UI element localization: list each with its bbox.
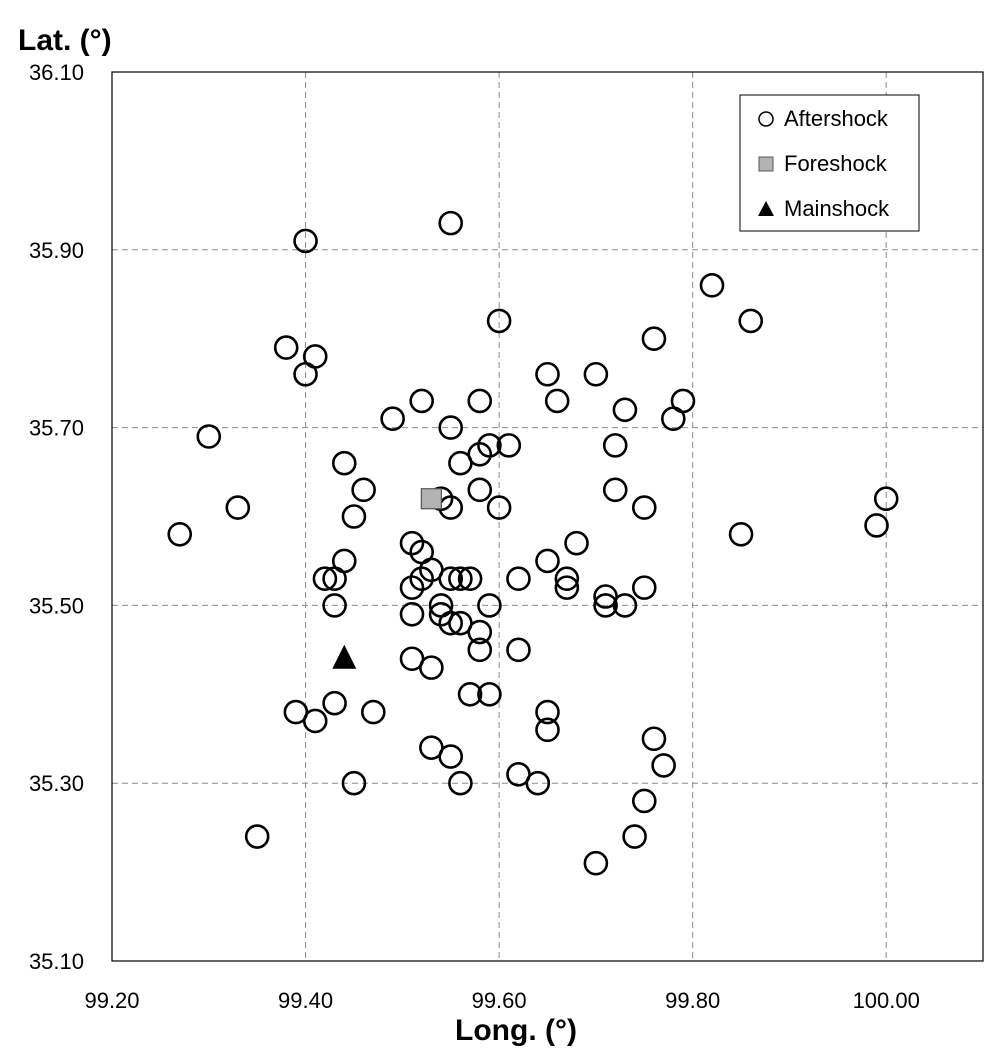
aftershock-point <box>448 566 473 592</box>
aftershock-point <box>351 477 376 503</box>
aftershock-point <box>496 433 522 458</box>
aftershock-point <box>873 486 899 512</box>
aftershock-point <box>564 530 589 556</box>
legend: Aftershock Foreshock Mainshock <box>739 94 920 232</box>
aftershock-point <box>167 521 193 547</box>
y-tick-label: 35.70 <box>29 416 84 441</box>
aftershock-point <box>583 850 609 876</box>
aftershock-point <box>699 273 725 298</box>
aftershock-point <box>399 601 425 627</box>
aftershock-point <box>612 593 638 618</box>
aftershock-point <box>738 308 764 334</box>
aftershock-point <box>477 593 502 618</box>
x-axis-ticks: 99.20 99.40 99.60 99.80 100.00 <box>84 988 919 1013</box>
data-points <box>167 210 899 876</box>
aftershock-point <box>467 619 493 645</box>
x-tick-label: 100.00 <box>853 988 920 1013</box>
legend-marker-aftershock <box>758 111 774 127</box>
y-tick-label: 35.10 <box>29 949 84 974</box>
aftershock-point <box>293 228 318 254</box>
aftershock-point <box>419 655 444 680</box>
mainshock-point <box>332 644 357 669</box>
aftershock-point <box>864 513 889 538</box>
aftershock-point <box>438 566 464 592</box>
legend-label-aftershock: Aftershock <box>784 106 889 131</box>
aftershock-point <box>457 681 483 707</box>
aftershock-point <box>593 593 618 618</box>
aftershock-point <box>467 637 493 663</box>
aftershock-point <box>409 388 434 414</box>
aftershock-point <box>341 770 367 796</box>
aftershock-point <box>293 361 318 387</box>
aftershock-point <box>661 406 686 432</box>
aftershock-point <box>651 753 676 778</box>
aftershock-point <box>399 575 425 600</box>
aftershock-point <box>438 415 464 440</box>
aftershock-point <box>535 717 560 743</box>
aftershock-point <box>602 433 628 458</box>
aftershock-point <box>486 308 512 334</box>
legend-marker-mainshock <box>758 201 774 216</box>
aftershock-point <box>467 477 493 503</box>
y-tick-label: 36.10 <box>29 60 84 85</box>
aftershock-point <box>225 495 251 520</box>
aftershock-point <box>380 406 405 432</box>
aftershock-point <box>525 770 551 796</box>
aftershock-point <box>438 210 464 236</box>
aftershock-point <box>273 335 299 360</box>
foreshock-point <box>420 488 442 510</box>
aftershock-point <box>631 575 657 600</box>
aftershock-point <box>467 388 493 414</box>
aftershock-point <box>322 593 347 618</box>
aftershock-point <box>448 450 473 476</box>
x-tick-label: 99.60 <box>472 988 527 1013</box>
aftershock-point <box>602 477 628 503</box>
aftershock-point <box>506 566 531 592</box>
y-tick-label: 35.50 <box>29 593 84 618</box>
aftershock-point <box>728 521 754 547</box>
aftershock-point <box>486 495 512 520</box>
y-tick-label: 35.90 <box>29 238 84 263</box>
aftershock-point <box>244 824 270 849</box>
y-axis-title: Lat. (°) <box>18 24 112 57</box>
plot-area-frame <box>111 71 984 962</box>
aftershock-point <box>457 566 483 592</box>
aftershock-point <box>360 699 386 725</box>
aftershock-point <box>438 610 464 636</box>
aftershock-point <box>622 824 647 849</box>
aftershock-point <box>196 424 222 449</box>
aftershock-point <box>341 504 367 529</box>
aftershock-point <box>438 744 464 769</box>
aftershock-point <box>535 548 560 574</box>
aftershock-point <box>544 388 570 414</box>
aftershock-point <box>583 361 609 387</box>
aftershock-point <box>322 566 347 592</box>
aftershock-point <box>631 788 657 814</box>
aftershock-point <box>554 566 580 592</box>
y-tick-label: 35.30 <box>29 771 84 796</box>
aftershock-point <box>554 575 580 600</box>
aftershock-point <box>535 699 560 725</box>
aftershock-point <box>535 361 560 387</box>
x-axis-title: Long. (°) <box>455 1014 577 1047</box>
aftershock-point <box>612 397 638 423</box>
x-tick-label: 99.20 <box>84 988 139 1013</box>
aftershock-point <box>331 450 357 476</box>
x-tick-label: 99.40 <box>278 988 333 1013</box>
legend-label-mainshock: Mainshock <box>784 196 890 221</box>
aftershock-point <box>631 495 657 520</box>
aftershock-point <box>641 726 667 752</box>
aftershock-point <box>641 326 667 352</box>
aftershock-point <box>477 681 502 707</box>
legend-marker-foreshock <box>758 156 774 172</box>
aftershock-point <box>448 770 473 796</box>
x-tick-label: 99.80 <box>665 988 720 1013</box>
aftershock-point <box>322 690 347 716</box>
aftershock-point <box>302 708 328 734</box>
legend-label-foreshock: Foreshock <box>784 151 888 176</box>
aftershock-point <box>506 637 531 663</box>
aftershock-point <box>312 566 338 592</box>
y-axis-ticks: 35.10 35.30 35.50 35.70 35.90 36.10 <box>29 60 84 974</box>
